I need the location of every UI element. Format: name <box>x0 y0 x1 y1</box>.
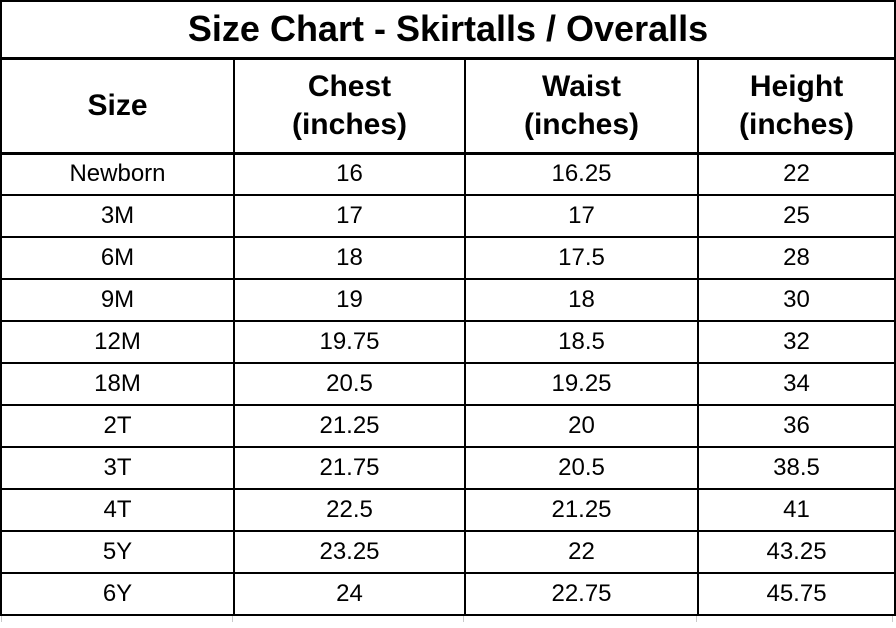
cell-size: 2T <box>0 404 235 448</box>
header-chest-sub: (inches) <box>291 107 408 141</box>
cell-waist: 22 <box>464 530 699 574</box>
cell-chest: 21.25 <box>233 404 466 448</box>
table-row: 18M 20.5 19.25 34 <box>0 362 896 406</box>
cell-height: 34 <box>696 362 896 406</box>
cell-waist: 22.75 <box>464 572 699 616</box>
cell-waist: 20 <box>464 404 699 448</box>
header-row: Size Chest (inches) Waist (inches) Heigh… <box>0 57 896 155</box>
cell-chest: 23.25 <box>233 530 466 574</box>
table-row: 9M 19 18 30 <box>0 278 896 322</box>
table-row: 6M 18 17.5 28 <box>0 236 896 280</box>
cell-height: 28 <box>696 236 896 280</box>
cell-waist: 18.5 <box>464 320 699 364</box>
cell-size: 18M <box>0 362 235 406</box>
header-size: Size <box>0 57 235 155</box>
cell-height: 25 <box>696 194 896 238</box>
cell-waist: 17.5 <box>464 236 699 280</box>
cell-size: 12M <box>0 320 235 364</box>
table-row: 12M 19.75 18.5 32 <box>0 320 896 364</box>
cell-waist: 19.25 <box>464 362 699 406</box>
cell-size: 9M <box>0 278 235 322</box>
cell-height: 30 <box>696 278 896 322</box>
table-row: 2T 21.25 20 36 <box>0 404 896 448</box>
cell-waist: 18 <box>464 278 699 322</box>
header-height-sub: (inches) <box>739 107 855 141</box>
header-height-label: Height <box>749 70 844 103</box>
cell-chest: 22.5 <box>233 488 466 532</box>
header-size-label: Size <box>87 88 148 122</box>
cell-chest: 19.75 <box>233 320 466 364</box>
cell-size: 3T <box>0 446 235 490</box>
cell-size: 6Y <box>0 572 235 616</box>
table-row: 6Y 24 22.75 45.75 <box>0 572 896 616</box>
cell-chest: 24 <box>233 572 466 616</box>
cell-height: 41 <box>696 488 896 532</box>
cell-chest: 20.5 <box>233 362 466 406</box>
header-chest-label: Chest <box>307 70 392 103</box>
cell-height: 36 <box>696 404 896 448</box>
cell-size: 6M <box>0 236 235 280</box>
cell-chest: 18 <box>233 236 466 280</box>
header-waist-sub: (inches) <box>523 107 640 141</box>
cell-waist: 21.25 <box>464 488 699 532</box>
cell-size: Newborn <box>0 152 235 196</box>
title-row: Size Chart - Skirtalls / Overalls <box>0 0 896 60</box>
table-row: 3M 17 17 25 <box>0 194 896 238</box>
header-height: Height (inches) <box>696 57 896 155</box>
cell-waist: 17 <box>464 194 699 238</box>
cell-chest: 21.75 <box>233 446 466 490</box>
cell-height: 22 <box>696 152 896 196</box>
size-table-body: Newborn 16 16.25 22 3M 17 17 25 6M 18 17… <box>0 152 896 616</box>
header-waist: Waist (inches) <box>464 57 699 155</box>
grid-continuation <box>0 616 894 622</box>
table-row: 5Y 23.25 22 43.25 <box>0 530 896 574</box>
cell-chest: 17 <box>233 194 466 238</box>
chart-title: Size Chart - Skirtalls / Overalls <box>0 0 896 60</box>
table-row: Newborn 16 16.25 22 <box>0 152 896 196</box>
cell-height: 43.25 <box>696 530 896 574</box>
cell-chest: 19 <box>233 278 466 322</box>
cell-height: 32 <box>696 320 896 364</box>
table-row: 4T 22.5 21.25 41 <box>0 488 896 532</box>
table-row: 3T 21.75 20.5 38.5 <box>0 446 896 490</box>
cell-chest: 16 <box>233 152 466 196</box>
header-chest: Chest (inches) <box>233 57 466 155</box>
cell-size: 5Y <box>0 530 235 574</box>
cell-size: 3M <box>0 194 235 238</box>
cell-height: 45.75 <box>696 572 896 616</box>
cell-waist: 20.5 <box>464 446 699 490</box>
cell-height: 38.5 <box>696 446 896 490</box>
cell-waist: 16.25 <box>464 152 699 196</box>
header-waist-label: Waist <box>542 70 621 103</box>
cell-size: 4T <box>0 488 235 532</box>
